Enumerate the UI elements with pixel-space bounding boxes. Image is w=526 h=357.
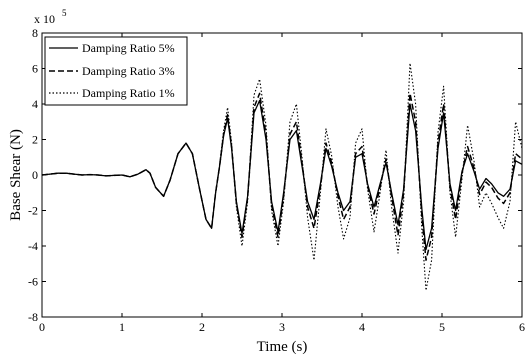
x-tick-label: 1 [119,320,125,334]
legend-label-3pct: Damping Ratio 3% [82,64,175,78]
x-tick-label: 4 [359,320,365,334]
x-tick-labels: 0 1 2 3 4 5 6 [39,320,525,334]
y-tick-label: 4 [32,97,38,111]
x-axis-label: Time (s) [257,339,308,355]
y-tick-label: -8 [28,310,38,324]
y-multiplier-exponent: 5 [62,8,67,18]
y-tick-labels: -8 -6 -4 -2 0 2 4 6 8 [28,26,38,324]
x-tick-label: 6 [519,320,525,334]
axis-ticks [41,32,523,318]
series-line-0 [41,99,523,251]
y-tick-label: 2 [32,133,38,147]
series-lines [41,62,523,291]
y-axis-label: Base Shear (N) [8,129,24,221]
x-tick-label: 3 [279,320,285,334]
x-tick-label: 5 [439,320,445,334]
x-tick-label: 2 [199,320,205,334]
legend: Damping Ratio 5% Damping Ratio 3% Dampin… [44,36,188,106]
y-tick-label: -4 [28,239,38,253]
y-tick-label: -2 [28,204,38,218]
y-tick-label: -6 [28,275,38,289]
legend-label-1pct: Damping Ratio 1% [82,86,175,100]
y-tick-label: 8 [32,26,38,40]
y-multiplier-label: x 10 [34,12,55,26]
x-tick-label: 0 [39,320,45,334]
y-tick-label: 6 [32,62,38,76]
series-line-2 [41,62,523,291]
legend-label-5pct: Damping Ratio 5% [82,41,175,55]
y-tick-label: 0 [32,168,38,182]
